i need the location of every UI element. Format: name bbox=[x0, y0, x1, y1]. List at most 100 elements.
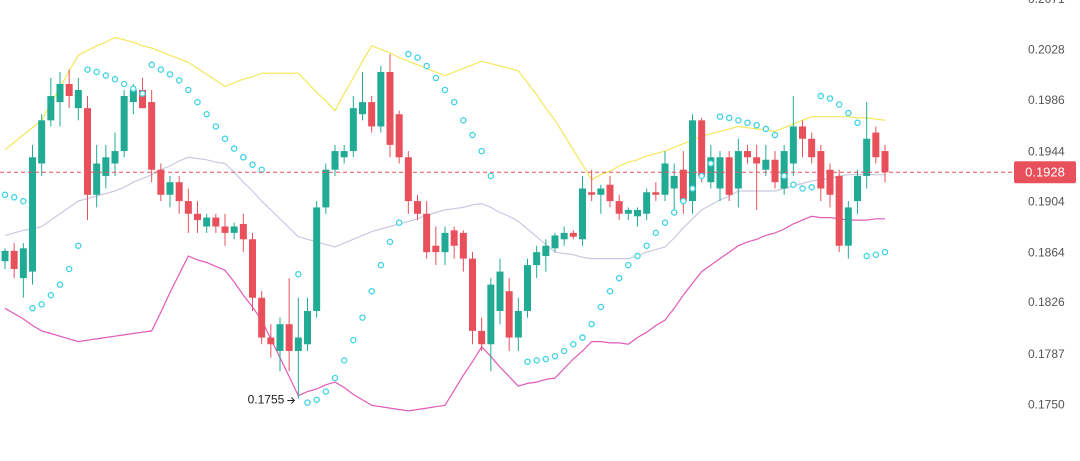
sar-dot bbox=[395, 219, 403, 226]
candle-body bbox=[74, 89, 82, 109]
candle-body bbox=[322, 169, 330, 208]
candle-body bbox=[139, 89, 146, 109]
y-tick-label: 0.1826 bbox=[1028, 295, 1065, 309]
sar-dot bbox=[579, 334, 586, 341]
candle-body bbox=[835, 175, 843, 246]
y-tick-label: 0.1986 bbox=[1028, 93, 1065, 107]
sar-dot bbox=[65, 265, 73, 273]
price-label: 0.1928 bbox=[1025, 165, 1065, 180]
sar-dot bbox=[331, 374, 339, 382]
candle-body bbox=[47, 96, 55, 121]
candle-body bbox=[808, 138, 816, 158]
upper-band bbox=[4, 36, 886, 181]
candle-body bbox=[93, 163, 101, 195]
candle-body bbox=[542, 245, 550, 257]
candle-body bbox=[597, 188, 605, 195]
sar-dot bbox=[698, 172, 705, 180]
sar-dot bbox=[716, 113, 724, 120]
sar-dot bbox=[130, 85, 137, 93]
candle-body bbox=[459, 232, 467, 259]
candle-body bbox=[854, 175, 861, 202]
sar-dot bbox=[111, 75, 119, 83]
candle-body bbox=[38, 120, 46, 164]
candle-body bbox=[744, 151, 751, 158]
candle-body bbox=[634, 209, 641, 217]
candle-body bbox=[606, 184, 614, 202]
sar-dot bbox=[753, 121, 760, 129]
candle-body bbox=[386, 71, 394, 145]
candle-body bbox=[313, 207, 321, 311]
sar-dot bbox=[377, 261, 385, 269]
candle-body bbox=[624, 209, 632, 214]
candle-body bbox=[65, 83, 73, 97]
candle-body bbox=[652, 192, 660, 195]
y-tick-label: 0.1904 bbox=[1028, 195, 1065, 209]
candle-body bbox=[725, 157, 733, 195]
candle-body bbox=[844, 207, 852, 246]
candle-body bbox=[514, 310, 522, 338]
candle-body bbox=[872, 132, 880, 158]
sar-dot bbox=[47, 291, 55, 299]
candle-body bbox=[698, 120, 706, 176]
sar-dot bbox=[75, 242, 82, 249]
candle-body bbox=[579, 188, 586, 240]
sar-dot bbox=[551, 353, 559, 360]
candle-body bbox=[826, 169, 834, 195]
sar-dot bbox=[1, 191, 9, 199]
sar-dot bbox=[10, 194, 18, 201]
sar-dot bbox=[487, 172, 495, 180]
candle-body bbox=[1, 250, 9, 262]
candle-body bbox=[487, 284, 495, 345]
sar-dot bbox=[29, 305, 36, 312]
candle-body bbox=[533, 252, 541, 266]
candle-body bbox=[478, 330, 486, 345]
candle-body bbox=[340, 151, 348, 158]
sar-dot bbox=[313, 396, 320, 404]
sar-dot bbox=[359, 314, 366, 321]
sar-dot bbox=[322, 388, 330, 395]
candle-body bbox=[441, 232, 449, 253]
candle-body bbox=[111, 151, 119, 164]
sar-dot bbox=[533, 357, 540, 364]
candle-body bbox=[221, 226, 229, 233]
sar-dot bbox=[808, 183, 815, 191]
sar-dot bbox=[20, 197, 27, 205]
sar-dot bbox=[597, 303, 605, 311]
sar-dot bbox=[203, 110, 210, 118]
candle-body bbox=[10, 250, 18, 270]
candle-body bbox=[304, 310, 311, 345]
sar-dot bbox=[881, 248, 889, 256]
sar-dot bbox=[350, 336, 357, 344]
sar-dot bbox=[148, 61, 155, 69]
sar-dot bbox=[826, 95, 834, 102]
candle-body bbox=[414, 201, 421, 214]
sar-dot bbox=[478, 147, 485, 155]
candle-body bbox=[359, 102, 366, 115]
sar-dot bbox=[863, 252, 870, 260]
candle-body bbox=[276, 324, 284, 351]
sar-dot bbox=[854, 119, 861, 127]
candle-body bbox=[368, 102, 376, 127]
candle-body bbox=[120, 96, 128, 152]
sar-dot bbox=[450, 98, 458, 106]
sar-dot bbox=[102, 72, 110, 79]
sar-dot bbox=[38, 301, 45, 308]
candle-body bbox=[184, 201, 192, 214]
sar-dot bbox=[368, 287, 375, 295]
sar-dot bbox=[258, 166, 265, 173]
sar-dot bbox=[661, 219, 669, 226]
candle-body bbox=[615, 201, 623, 214]
sar-dot bbox=[735, 117, 742, 124]
sar-dot bbox=[588, 320, 595, 328]
y-tick-label: 0.1864 bbox=[1028, 246, 1065, 260]
candle-body bbox=[29, 157, 36, 272]
candle-body bbox=[331, 151, 339, 170]
sar-dot bbox=[175, 77, 183, 84]
sar-dot bbox=[790, 181, 797, 188]
low-annotation: 0.1755 bbox=[248, 393, 285, 407]
y-tick-label: 0.2028 bbox=[1028, 43, 1065, 57]
sar-dot bbox=[771, 131, 779, 139]
sar-dot bbox=[780, 172, 788, 180]
sar-dot bbox=[194, 98, 201, 106]
